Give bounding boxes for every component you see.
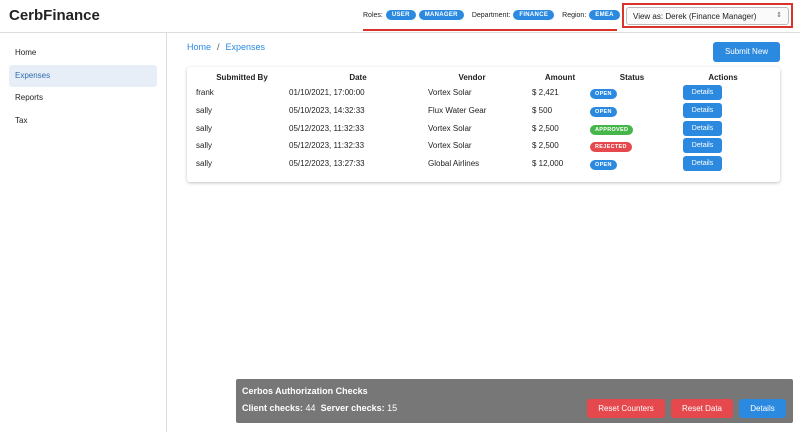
role-tag: MANAGER xyxy=(418,10,464,20)
cell-submitted-by: sally xyxy=(196,105,213,115)
cell-amount: $ 2,500 xyxy=(532,141,559,151)
nav-item[interactable]: Expenses xyxy=(9,64,157,87)
department-label: Department: xyxy=(471,12,511,19)
details-button[interactable]: Details xyxy=(683,138,722,154)
column-header: Actions xyxy=(708,73,738,82)
details-button[interactable]: Details xyxy=(683,102,722,118)
details-button[interactable]: Details xyxy=(739,399,786,418)
server-label: Server checks: xyxy=(320,403,385,413)
sidebar: Home Expenses Reports Tax xyxy=(0,33,167,432)
cell-date: 05/12/2023, 11:32:33 xyxy=(289,141,365,151)
reset-counters-button[interactable]: Reset Counters xyxy=(587,399,665,418)
view-as-select[interactable]: View as: Derek (Finance Manager) ⇕ xyxy=(626,7,789,25)
breadcrumb-link[interactable]: Home xyxy=(187,42,212,52)
cell-date: 05/12/2023, 11:32:33 xyxy=(289,123,365,133)
cell-vendor: Vortex Solar xyxy=(428,88,472,97)
region-label: Region: xyxy=(562,12,587,19)
expenses-table: Submitted By Date Vendor Amount Status Action… xyxy=(187,67,780,182)
highlight-box xyxy=(622,3,793,28)
cell-submitted-by: sally xyxy=(196,141,213,151)
column-header: Amount xyxy=(544,73,576,82)
cell-submitted-by: frank xyxy=(196,88,214,97)
cell-amount: $ 500 xyxy=(532,105,553,115)
cell-vendor: Vortex Solar xyxy=(428,141,472,151)
select-arrow: ⇕ xyxy=(776,12,782,19)
cell-submitted-by: sally xyxy=(196,159,213,169)
cell-amount: $ 2,421 xyxy=(532,88,559,97)
status-badge: APPROVED xyxy=(590,124,634,135)
cell-submitted-by: sally xyxy=(196,123,213,133)
status-badge: OPEN xyxy=(590,106,617,117)
details-button[interactable]: Details xyxy=(683,156,722,172)
cell-date: 05/10/2023, 14:32:33 xyxy=(289,105,365,115)
cell-vendor: Global Airlines xyxy=(428,159,480,169)
cell-date: 05/12/2023, 13:27:33 xyxy=(289,159,365,169)
column-header: Vendor xyxy=(458,73,486,82)
check-counts: Client checks: 44 Server checks: 15 xyxy=(242,403,397,413)
cell-date: 01/10/2021, 17:00:00 xyxy=(289,88,365,97)
server-count: 15 xyxy=(387,403,398,413)
breadcrumb: Home / Expenses xyxy=(187,42,266,52)
nav-item[interactable]: Home xyxy=(15,48,37,57)
submit-button[interactable]: Submit New xyxy=(713,42,780,62)
column-header: Submitted By xyxy=(216,73,268,82)
reset-data-button[interactable]: Reset Data xyxy=(671,399,733,418)
panel-title: Cerbos Authorization Checks xyxy=(242,386,368,396)
nav-item[interactable]: Reports xyxy=(15,93,44,102)
cell-vendor: Flux Water Gear xyxy=(428,105,487,115)
roles-label: Roles: xyxy=(363,12,383,19)
brand: CerbFinance xyxy=(9,7,100,24)
status-badge: OPEN xyxy=(590,89,617,99)
region-tag: EMEA xyxy=(589,10,620,20)
department-tag: FINANCE xyxy=(513,10,555,20)
breadcrumb-current: Expenses xyxy=(225,42,266,52)
client-label: Client checks: xyxy=(242,403,304,413)
nav-item[interactable]: Tax xyxy=(15,115,28,125)
cell-amount: $ 2,500 xyxy=(532,123,559,133)
cell-vendor: Vortex Solar xyxy=(428,123,472,133)
status-badge: OPEN xyxy=(590,160,617,171)
details-button[interactable]: Details xyxy=(683,85,722,100)
column-header: Date xyxy=(349,73,367,82)
status-badge: REJECTED xyxy=(590,142,632,153)
role-tag: USER xyxy=(385,10,416,20)
user-attributes: Roles: USER MANAGER Department: FINANCE … xyxy=(363,10,620,31)
details-button[interactable]: Details xyxy=(683,120,722,136)
header: CerbFinance Roles: USER MANAGER Departme… xyxy=(0,0,800,33)
client-count: 44 xyxy=(305,403,316,413)
column-header: Status xyxy=(619,73,645,82)
select-text: View as: Derek (Finance Manager) xyxy=(633,12,757,21)
cell-amount: $ 12,000 xyxy=(532,159,564,169)
checks-panel: Cerbos Authorization Checks Client check… xyxy=(236,379,793,423)
